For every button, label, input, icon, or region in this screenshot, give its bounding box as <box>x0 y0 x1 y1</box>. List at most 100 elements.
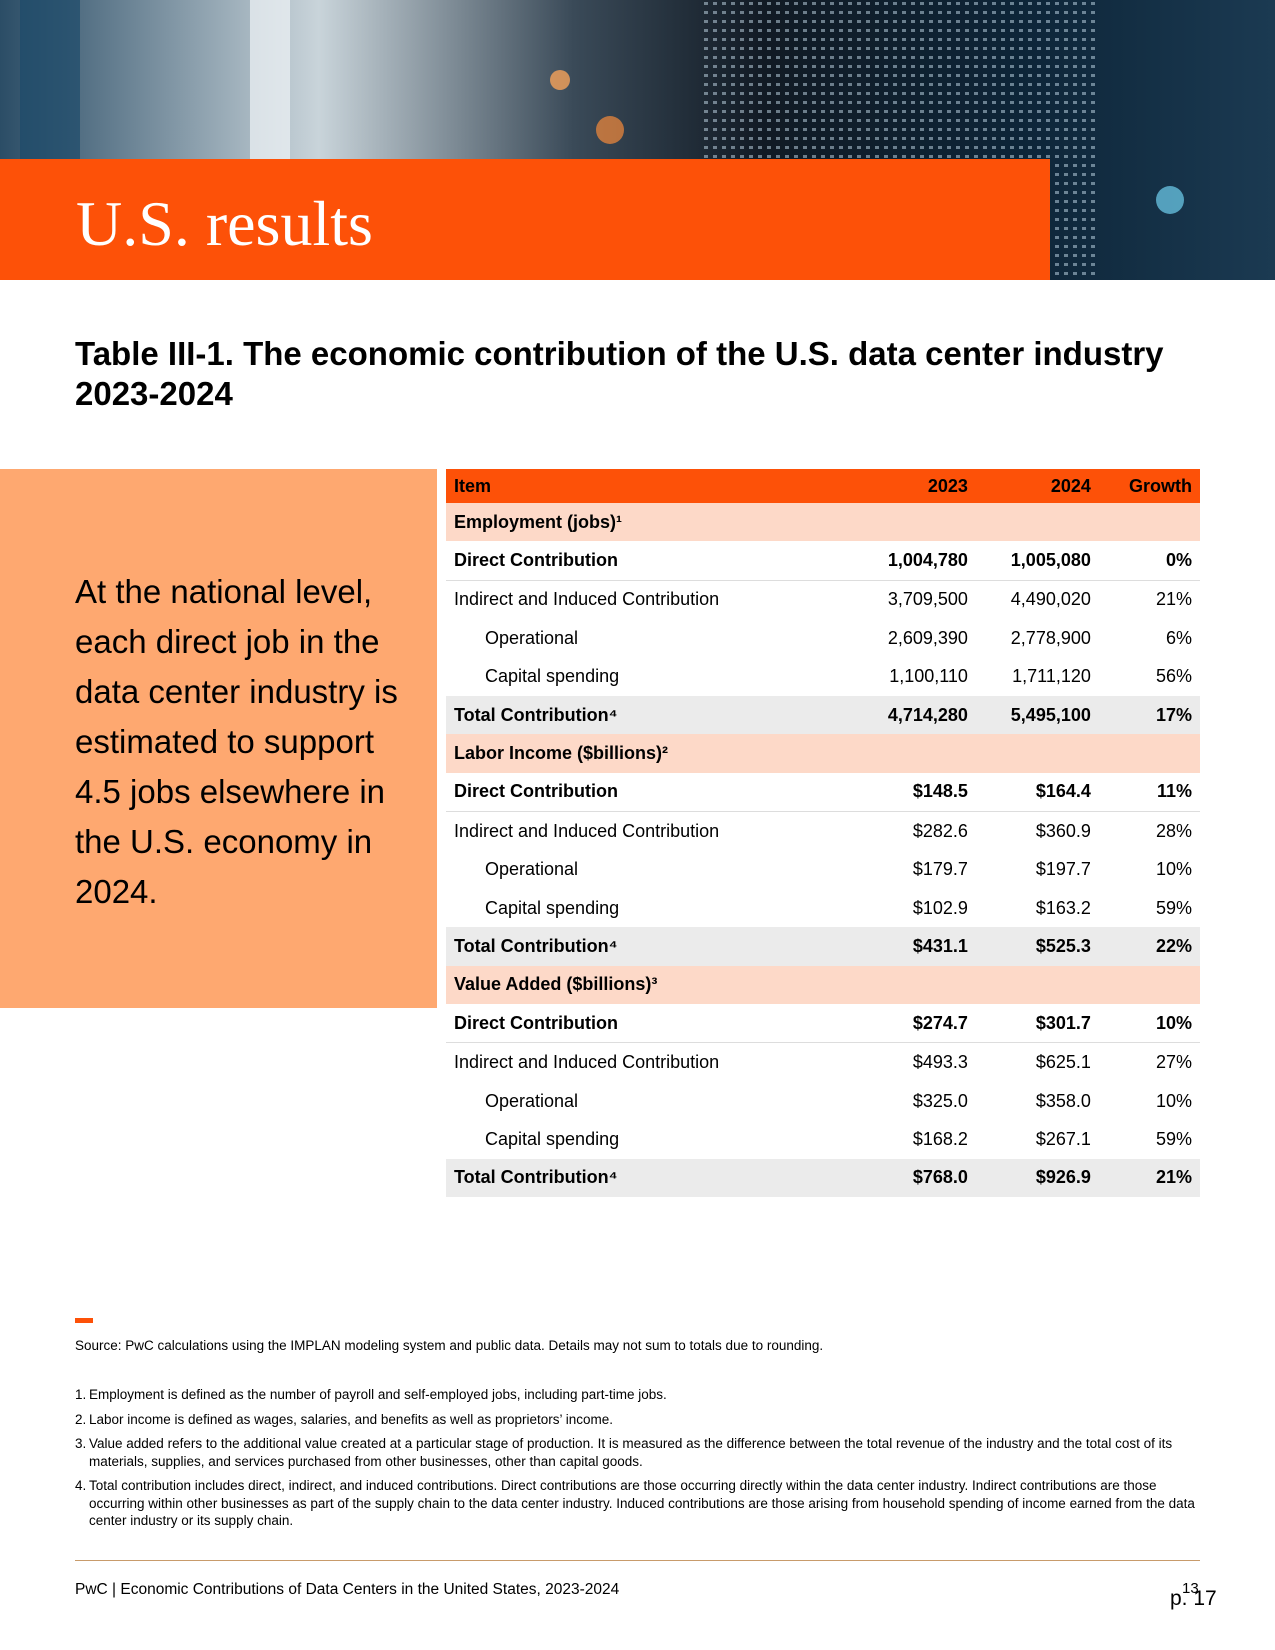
item-cell: Total Contribution⁴ <box>446 695 853 735</box>
value-cell: $358.0 <box>1035 1090 1091 1111</box>
footnote: 1. Employment is defined as the number of… <box>75 1386 1205 1404</box>
section-row: Labor Income ($billions)² <box>446 734 1200 773</box>
value-cell: 1,005,080 <box>975 541 1099 581</box>
data-row: Indirect and Induced Contribution $493.3 $… <box>446 1043 1200 1082</box>
callout-box: At the national level, each direct job i… <box>0 469 437 1008</box>
empty-cell <box>853 503 976 542</box>
item-cell: Direct Contribution <box>446 1004 853 1044</box>
section-row: Value Added ($billions)³ <box>446 965 1200 1005</box>
footnote-number: 4. <box>75 1478 87 1493</box>
footnote-text: Total contribution includes direct, indi… <box>89 1478 1195 1528</box>
empty-cell <box>975 965 1099 1005</box>
section-row: Employment (jobs)¹ <box>446 503 1200 542</box>
value-cell: 27% <box>1155 1052 1192 1073</box>
value-cell: 56% <box>1155 666 1192 687</box>
item-cell: Indirect and Induced Contribution <box>454 1052 720 1073</box>
value-cell: $282.6 <box>912 820 968 841</box>
value-cell: 17% <box>1098 695 1200 735</box>
value-cell: 3,709,500 <box>887 589 968 610</box>
table-body: Employment (jobs)¹ Direct Contribution 1,0… <box>446 503 1200 1198</box>
data-row: Total Contribution⁴ $768.0 $926.9 21% <box>446 1158 1200 1198</box>
value-cell: 10% <box>1098 1004 1200 1044</box>
footnotes: 1. Employment is defined as the number of… <box>75 1386 1205 1537</box>
value-cell: 10% <box>1155 1090 1192 1111</box>
value-cell: $164.4 <box>975 772 1099 813</box>
empty-cell <box>1098 734 1200 773</box>
data-row: Total Contribution⁴ 4,714,280 5,495,100 17% <box>446 695 1200 735</box>
item-cell: Indirect and Induced Contribution <box>454 589 720 610</box>
data-row: Operational $179.7 $197.7 10% <box>446 851 1200 889</box>
value-cell: $274.7 <box>853 1004 976 1044</box>
value-cell: $102.9 <box>912 897 968 918</box>
value-cell: 1,711,120 <box>1012 666 1091 687</box>
section-heading: Labor Income ($billions)² <box>446 734 853 773</box>
value-cell: 28% <box>1155 820 1192 841</box>
empty-cell <box>853 734 976 773</box>
value-cell: 4,490,020 <box>1010 589 1091 610</box>
value-cell: 2,778,900 <box>1010 627 1091 648</box>
value-cell: 21% <box>1155 589 1192 610</box>
value-cell: 4,714,280 <box>853 695 976 735</box>
footnote-number: 2. <box>75 1411 87 1427</box>
data-row: Capital spending 1,100,110 1,711,120 56% <box>446 658 1200 696</box>
value-cell: $493.3 <box>912 1052 968 1073</box>
item-cell: Capital spending <box>485 897 620 918</box>
footnote-text: Labor income is defined as wages, salari… <box>89 1411 614 1427</box>
item-cell: Operational <box>485 859 579 880</box>
item-cell: Direct Contribution <box>446 772 853 813</box>
data-row: Direct Contribution $148.5 $164.4 11% <box>446 772 1200 813</box>
value-cell: $525.3 <box>975 927 1099 966</box>
footer-rule <box>75 1560 1200 1561</box>
footnote-number: 1. <box>75 1387 87 1402</box>
results-table: Item 2023 2024 Growth Employment (jobs)¹ Dir… <box>446 469 1200 1198</box>
column-header: 2023 <box>853 469 976 503</box>
header-row: Item 2023 2024 Growth <box>446 469 1200 503</box>
value-cell: 11% <box>1098 772 1200 813</box>
table-title: Table III-1. The economic contribution o… <box>75 335 1164 412</box>
value-cell: $325.0 <box>912 1090 968 1111</box>
page-number: 13 <box>1182 1580 1199 1597</box>
column-header: Growth <box>1098 469 1200 503</box>
value-cell: $267.1 <box>1035 1128 1091 1149</box>
value-cell: $926.9 <box>975 1158 1099 1198</box>
value-cell: 1,004,780 <box>853 541 976 581</box>
value-cell: $625.1 <box>1035 1052 1091 1073</box>
item-cell: Indirect and Induced Contribution <box>454 820 720 841</box>
section-heading: Employment (jobs)¹ <box>446 503 853 542</box>
value-cell: 59% <box>1155 897 1192 918</box>
data-row: Indirect and Induced Contribution 3,709,5… <box>446 580 1200 619</box>
value-cell: $163.2 <box>1035 897 1091 918</box>
data-row: Capital spending $168.2 $267.1 59% <box>446 1120 1200 1158</box>
value-cell: $168.2 <box>912 1128 968 1149</box>
footnote-number: 3. <box>75 1436 87 1451</box>
empty-cell <box>1098 503 1200 542</box>
empty-cell <box>1098 965 1200 1005</box>
value-cell: 10% <box>1155 859 1192 880</box>
source-note: Source: PwC calculations using the IMPLA… <box>75 1338 824 1353</box>
data-row: Direct Contribution $274.7 $301.7 10% <box>446 1004 1200 1044</box>
value-cell: $360.9 <box>1035 820 1091 841</box>
value-cell: $179.7 <box>912 859 968 880</box>
footnote: 3. Value added refers to the additional v… <box>75 1435 1205 1470</box>
footnote: 4. Total contribution includes direct, in… <box>75 1477 1205 1530</box>
value-cell: 59% <box>1155 1128 1192 1149</box>
column-header: 2024 <box>975 469 1099 503</box>
item-cell: Total Contribution⁴ <box>446 1158 853 1198</box>
pdf-page-number: p. 17 <box>1170 1587 1217 1610</box>
value-cell: 6% <box>1165 627 1192 648</box>
item-cell: Operational <box>485 1090 579 1111</box>
value-cell: 5,495,100 <box>975 695 1099 735</box>
value-cell: $768.0 <box>853 1158 976 1198</box>
data-row: Operational 2,609,390 2,778,900 6% <box>446 619 1200 657</box>
footnote-text: Employment is defined as the number of p… <box>89 1387 667 1402</box>
data-row: Capital spending $102.9 $163.2 59% <box>446 889 1200 927</box>
empty-cell <box>975 734 1099 773</box>
item-cell: Total Contribution⁴ <box>446 927 853 966</box>
banner: U.S. results <box>0 159 1050 280</box>
column-header: Item <box>446 469 853 503</box>
data-row: Total Contribution⁴ $431.1 $525.3 22% <box>446 927 1200 966</box>
value-cell: 2,609,390 <box>887 627 968 648</box>
data-row: Direct Contribution 1,004,780 1,005,080 0% <box>446 541 1200 581</box>
value-cell: $148.5 <box>853 772 976 813</box>
